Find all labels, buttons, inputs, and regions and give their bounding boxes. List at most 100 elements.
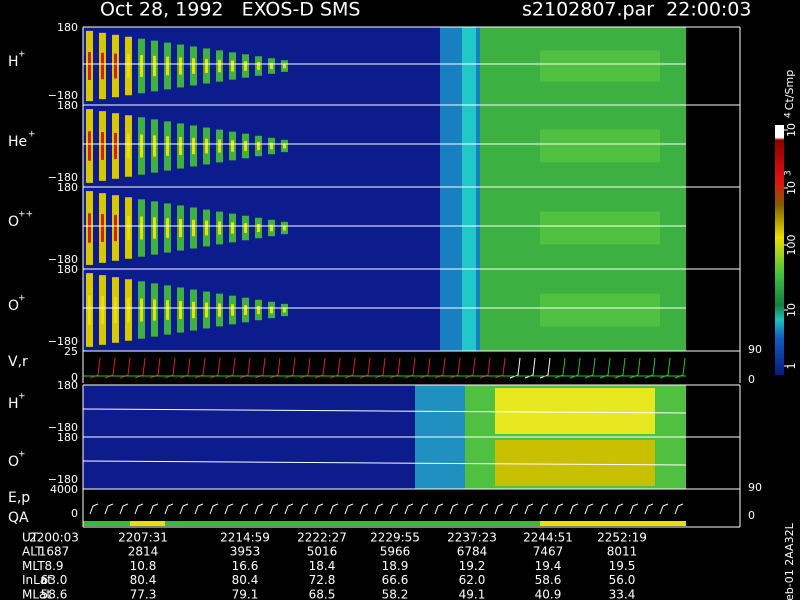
row-label: MLat (22, 587, 51, 600)
sweep (629, 503, 639, 515)
sweep (359, 503, 369, 515)
sweep (674, 357, 686, 379)
stripe (231, 60, 234, 72)
sweep (149, 357, 161, 379)
sweep (464, 357, 476, 379)
stripe (257, 62, 260, 70)
tick-label: 0 (748, 373, 755, 386)
colorbar-label: 10 (785, 181, 798, 195)
stripe (192, 219, 195, 237)
stripe (166, 218, 169, 238)
row-label: ALT (22, 545, 43, 559)
sweep (434, 503, 444, 515)
bg (462, 105, 476, 187)
sweep (389, 357, 401, 379)
tick-label: −180 (48, 253, 78, 266)
sweep (104, 357, 116, 379)
tick-label: 180 (57, 379, 78, 392)
footer: Feb-01 2AA32L (783, 522, 796, 600)
tick-label: 4000 (50, 483, 78, 496)
tick-label: 180 (57, 99, 78, 112)
panel-label: H (8, 54, 19, 70)
cell: 2229:55 (370, 531, 420, 545)
cell: 1687 (39, 545, 70, 559)
stripe (101, 52, 104, 80)
stripe (179, 218, 182, 238)
stripe (270, 62, 273, 70)
cell: 40.9 (535, 587, 562, 600)
sweep (659, 503, 669, 515)
stripe (114, 214, 117, 242)
stripe (244, 61, 247, 71)
panel-label-sup: ++ (18, 210, 33, 220)
sweep (479, 503, 489, 515)
sweep (494, 503, 504, 515)
bg (462, 269, 476, 351)
sweep (134, 503, 144, 515)
cell: 6784 (457, 545, 488, 559)
cell: 19.2 (459, 559, 486, 573)
sweep (614, 357, 626, 379)
bg (540, 129, 660, 163)
sweep (554, 503, 564, 515)
tick-label: 90 (748, 481, 762, 494)
sweep (284, 357, 296, 379)
colorbar-label: 1 (785, 363, 798, 370)
colorbar-label: 10 (785, 303, 798, 317)
stripe (166, 300, 169, 320)
cell: 2252:19 (597, 531, 647, 545)
cell: 2222:27 (297, 531, 347, 545)
panel-label-sup: + (18, 50, 26, 60)
stripe (218, 59, 221, 73)
cell: 5966 (380, 545, 411, 559)
cell: 79.1 (232, 587, 259, 600)
sweep (509, 357, 521, 379)
cell: 58.6 (535, 573, 562, 587)
tick-label: 90 (748, 343, 762, 356)
stripe (179, 57, 182, 75)
stripe (231, 222, 234, 234)
stripe (205, 220, 208, 236)
sweep (329, 357, 341, 379)
sweep (479, 357, 491, 379)
cell: 58.2 (382, 587, 409, 600)
panel-label: QA (8, 510, 29, 526)
sweep (224, 357, 236, 379)
cell: 2237:23 (447, 531, 497, 545)
sweep (314, 357, 326, 379)
sweep (629, 357, 641, 379)
cell: 2207:31 (118, 531, 168, 545)
sweep (524, 357, 536, 379)
tick-label: 180 (57, 263, 78, 276)
tick-label: −180 (48, 335, 78, 348)
stripe (88, 295, 91, 325)
qa (83, 521, 686, 526)
tick-label: 180 (57, 431, 78, 444)
stripe (270, 306, 273, 314)
sweep (209, 357, 221, 379)
sweep (269, 503, 279, 515)
bg (540, 211, 660, 245)
sweep (644, 503, 654, 515)
stripe (205, 138, 208, 154)
zero-line (82, 408, 687, 414)
sweep (299, 503, 309, 515)
sweep (149, 503, 159, 515)
spectrograms (82, 27, 687, 526)
stripe (270, 224, 273, 232)
sweep (404, 357, 416, 379)
stripe (166, 136, 169, 156)
cell: 49.1 (459, 587, 486, 600)
stripe (192, 58, 195, 74)
tick-label: −180 (48, 421, 78, 434)
stripe (101, 214, 104, 242)
stripe (192, 301, 195, 319)
stripe (218, 221, 221, 235)
sweep (539, 357, 551, 379)
colorbar-unit: Ct/Smp (783, 70, 796, 110)
stripe (218, 139, 221, 153)
sweep (644, 357, 656, 379)
sweep (239, 503, 249, 515)
sweep (389, 503, 399, 515)
